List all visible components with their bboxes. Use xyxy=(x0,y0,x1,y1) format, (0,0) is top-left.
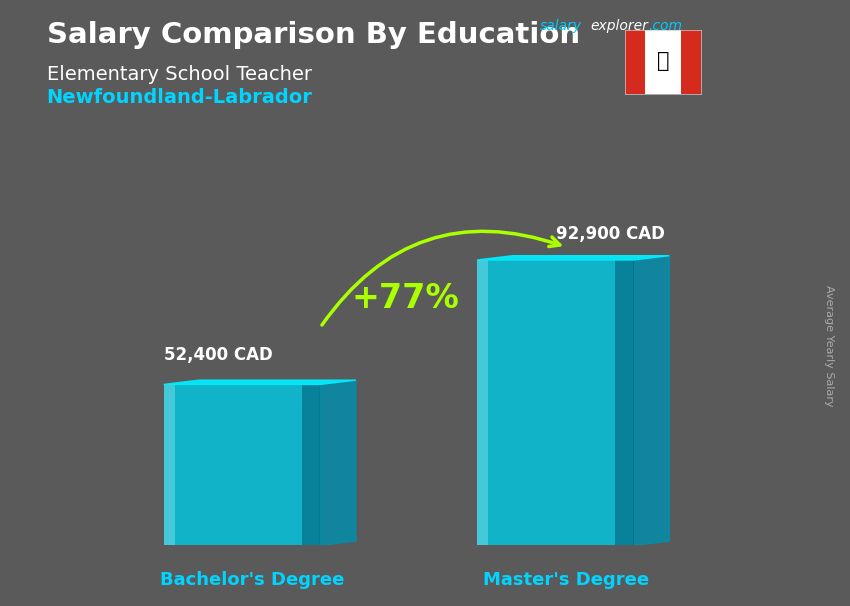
Bar xyxy=(477,260,488,545)
Text: Master's Degree: Master's Degree xyxy=(483,571,649,589)
Text: Average Yearly Salary: Average Yearly Salary xyxy=(824,285,834,406)
Text: 52,400 CAD: 52,400 CAD xyxy=(164,347,273,364)
Polygon shape xyxy=(477,256,670,260)
Text: +77%: +77% xyxy=(352,282,460,315)
Text: explorer: explorer xyxy=(591,19,649,33)
Bar xyxy=(477,260,634,545)
Polygon shape xyxy=(320,380,356,545)
Text: .com: .com xyxy=(649,19,683,33)
Bar xyxy=(615,260,634,545)
Text: Newfoundland-Labrador: Newfoundland-Labrador xyxy=(47,88,313,107)
Bar xyxy=(302,384,320,545)
Bar xyxy=(644,30,682,94)
Bar xyxy=(163,384,320,545)
Text: 🍁: 🍁 xyxy=(657,52,669,72)
Bar xyxy=(682,30,701,94)
Text: Bachelor's Degree: Bachelor's Degree xyxy=(161,571,345,589)
Polygon shape xyxy=(163,380,356,384)
Text: Elementary School Teacher: Elementary School Teacher xyxy=(47,65,312,84)
Polygon shape xyxy=(634,256,670,545)
Text: salary: salary xyxy=(540,19,582,33)
Bar xyxy=(625,30,644,94)
Bar xyxy=(163,384,174,545)
Text: Salary Comparison By Education: Salary Comparison By Education xyxy=(47,21,580,49)
Text: 92,900 CAD: 92,900 CAD xyxy=(556,225,665,243)
